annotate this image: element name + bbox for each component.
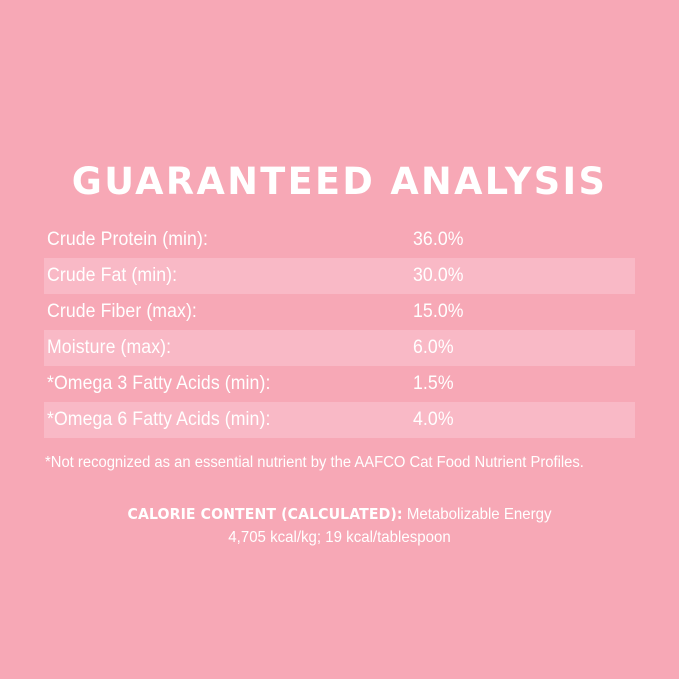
table-row: Moisture (max): 6.0% [44, 330, 635, 366]
nutrient-label: Crude Fat (min): [47, 265, 178, 286]
calorie-energy-type: Metabolizable Energy [406, 506, 552, 523]
table-row: Crude Fiber (max): 15.0% [44, 294, 635, 330]
nutrient-label: *Omega 3 Fatty Acids (min): [47, 373, 271, 394]
nutrient-label: Crude Protein (min): [47, 229, 208, 250]
nutrient-label: Crude Fiber (max): [47, 301, 197, 322]
nutrient-value: 30.0% [413, 265, 464, 286]
nutrient-label: Moisture (max): [47, 337, 172, 358]
calorie-content-heading-line: CALORIE CONTENT (CALCULATED): Metaboliza… [20, 503, 658, 526]
nutrient-value: 15.0% [413, 301, 464, 322]
nutrient-value: 36.0% [413, 229, 464, 250]
table-row: Crude Protein (min): 36.0% [44, 222, 635, 258]
table-row: Crude Fat (min): 30.0% [44, 258, 635, 294]
table-row: *Omega 6 Fatty Acids (min): 4.0% [44, 402, 635, 438]
calorie-content-label: CALORIE CONTENT (CALCULATED): [127, 505, 403, 523]
nutrient-value: 1.5% [413, 373, 454, 394]
calorie-content-block: CALORIE CONTENT (CALCULATED): Metaboliza… [0, 503, 679, 549]
calorie-values: 4,705 kcal/kg; 19 kcal/tablespoon [228, 529, 451, 546]
footnote-text: *Not recognized as an essential nutrient… [45, 454, 584, 471]
nutrient-label: *Omega 6 Fatty Acids (min): [47, 409, 271, 430]
page-title: GUARANTEED ANALYSIS [71, 160, 608, 203]
nutrient-value: 6.0% [413, 337, 454, 358]
table-row: *Omega 3 Fatty Acids (min): 1.5% [44, 366, 635, 402]
nutrient-value: 4.0% [413, 409, 454, 430]
guaranteed-analysis-table: Crude Protein (min): 36.0% Crude Fat (mi… [44, 222, 635, 438]
